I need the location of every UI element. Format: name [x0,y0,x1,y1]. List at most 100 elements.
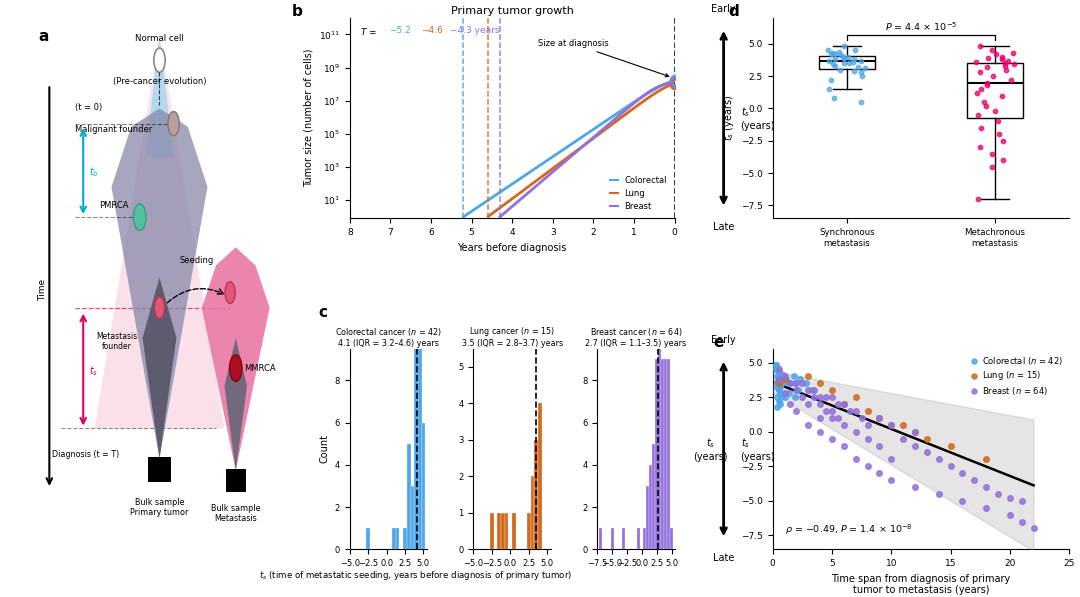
Breast ($n$ = 64) [799,399,816,409]
Bar [395,528,400,549]
Y-axis label: Tumor size (number of cells): Tumor size (number of cells) [303,49,313,187]
Point [975,97,993,107]
Text: (t = 0): (t = 0) [75,103,102,112]
Lung ($n$ = 15) [906,427,923,436]
Polygon shape [202,247,270,471]
Text: Metastasis
founder: Metastasis founder [96,332,138,351]
Point [853,56,870,66]
Bar [410,486,415,549]
Point [835,59,852,68]
Text: PMRCA: PMRCA [99,201,129,210]
Colorectal ($n$ = 42) [771,388,788,398]
Colorectal ($n$ = 42) [778,376,795,385]
Point [827,54,845,64]
Text: Diagnosis (t = T): Diagnosis (t = T) [52,450,120,458]
Colorectal ($n$ = 42) [769,365,786,374]
Bar [392,528,395,549]
Breast ($n$ = 64) [1025,524,1042,533]
Colorectal ($n$ = 42) [771,369,788,378]
Text: $t_s$: $t_s$ [89,364,98,378]
Text: $t_s$
(years): $t_s$ (years) [741,106,775,131]
Breast ($n$ = 64) [811,413,828,423]
Point [980,53,997,63]
Breast ($n$ = 64) [942,461,959,471]
Breast ($n$ = 64) [799,386,816,395]
Point [971,42,988,51]
Bar [667,359,670,549]
Text: −5.2: −5.2 [389,26,410,35]
Text: $P$ = 4.4 × 10$^{-5}$: $P$ = 4.4 × 10$^{-5}$ [885,21,957,33]
Colorectal ($n$ = 42) [770,374,787,384]
Breast ($n$ = 64) [835,420,852,430]
Point [826,50,843,59]
Text: e: e [714,335,724,350]
Colorectal ($n$ = 42) [781,388,798,398]
Lung ($n$ = 15) [799,371,816,381]
Lung ($n$ = 15) [770,378,787,388]
Breast ($n$ = 64) [954,469,971,478]
Point [835,53,852,63]
Lung ($n$ = 15) [894,420,912,430]
Point [994,91,1011,100]
Breast ($n$ = 64) [989,489,1007,498]
Bar [148,457,171,482]
Text: MMRCA: MMRCA [244,364,275,373]
Bar [622,528,625,549]
Breast ($n$ = 64) [966,475,983,485]
Colorectal ($n$ = 42) [771,381,788,391]
Breast ($n$ = 64) [770,365,787,374]
Circle shape [230,355,242,381]
Point [819,45,836,55]
Bar [504,513,509,549]
Lung ($n$ = 15) [823,386,840,395]
Point [1005,60,1023,69]
Lung ($n$ = 15) [775,374,793,384]
Point [839,52,856,61]
Breast ($n$ = 64) [954,496,971,506]
Y-axis label: $t_s$
(years): $t_s$ (years) [693,436,728,461]
Polygon shape [143,278,176,458]
Colorectal ($n$ = 42) [769,364,786,373]
Colorectal ($n$ = 42) [768,365,785,374]
Colorectal ($n$ = 42) [804,386,821,395]
Bar [418,338,421,549]
Breast ($n$ = 64) [787,406,805,416]
Breast ($n$ = 64) [794,392,811,402]
Breast ($n$ = 64) [1013,517,1030,527]
Point [978,78,996,87]
Lung ($n$ = 15) [882,420,900,430]
Colorectal ($n$ = 42) [780,378,797,388]
Breast ($n$ = 64) [823,392,840,402]
Point [840,59,858,68]
Colorectal ($n$ = 42) [770,373,787,383]
PathPatch shape [967,63,1023,118]
Bar [664,359,667,549]
Polygon shape [95,36,225,429]
Bar [421,423,426,549]
Breast ($n$ = 64) [853,413,870,423]
Bar [649,465,652,549]
Text: Early: Early [712,335,735,344]
Colorectal ($n$ = 42) [786,392,804,402]
Point [826,61,843,70]
Text: −4.6: −4.6 [421,26,443,35]
Text: Malignant founder: Malignant founder [75,125,152,134]
Bar [527,513,530,549]
Breast ($n$ = 64) [859,461,876,471]
Breast ($n$ = 64) [859,434,876,444]
Bar [644,528,646,549]
Breast ($n$ = 64) [841,406,859,416]
Lung ($n$ = 15) [811,378,828,388]
Point [968,88,985,98]
Breast ($n$ = 64) [882,420,900,430]
Breast ($n$ = 64) [918,448,935,457]
Point [983,162,1000,171]
Colorectal ($n$ = 42) [769,383,786,392]
Text: Late: Late [713,553,734,563]
Bar [610,528,613,549]
Point [990,130,1008,139]
Point [972,84,989,94]
Breast ($n$ = 64) [977,482,995,492]
Bar [498,513,501,549]
Point [978,81,996,90]
